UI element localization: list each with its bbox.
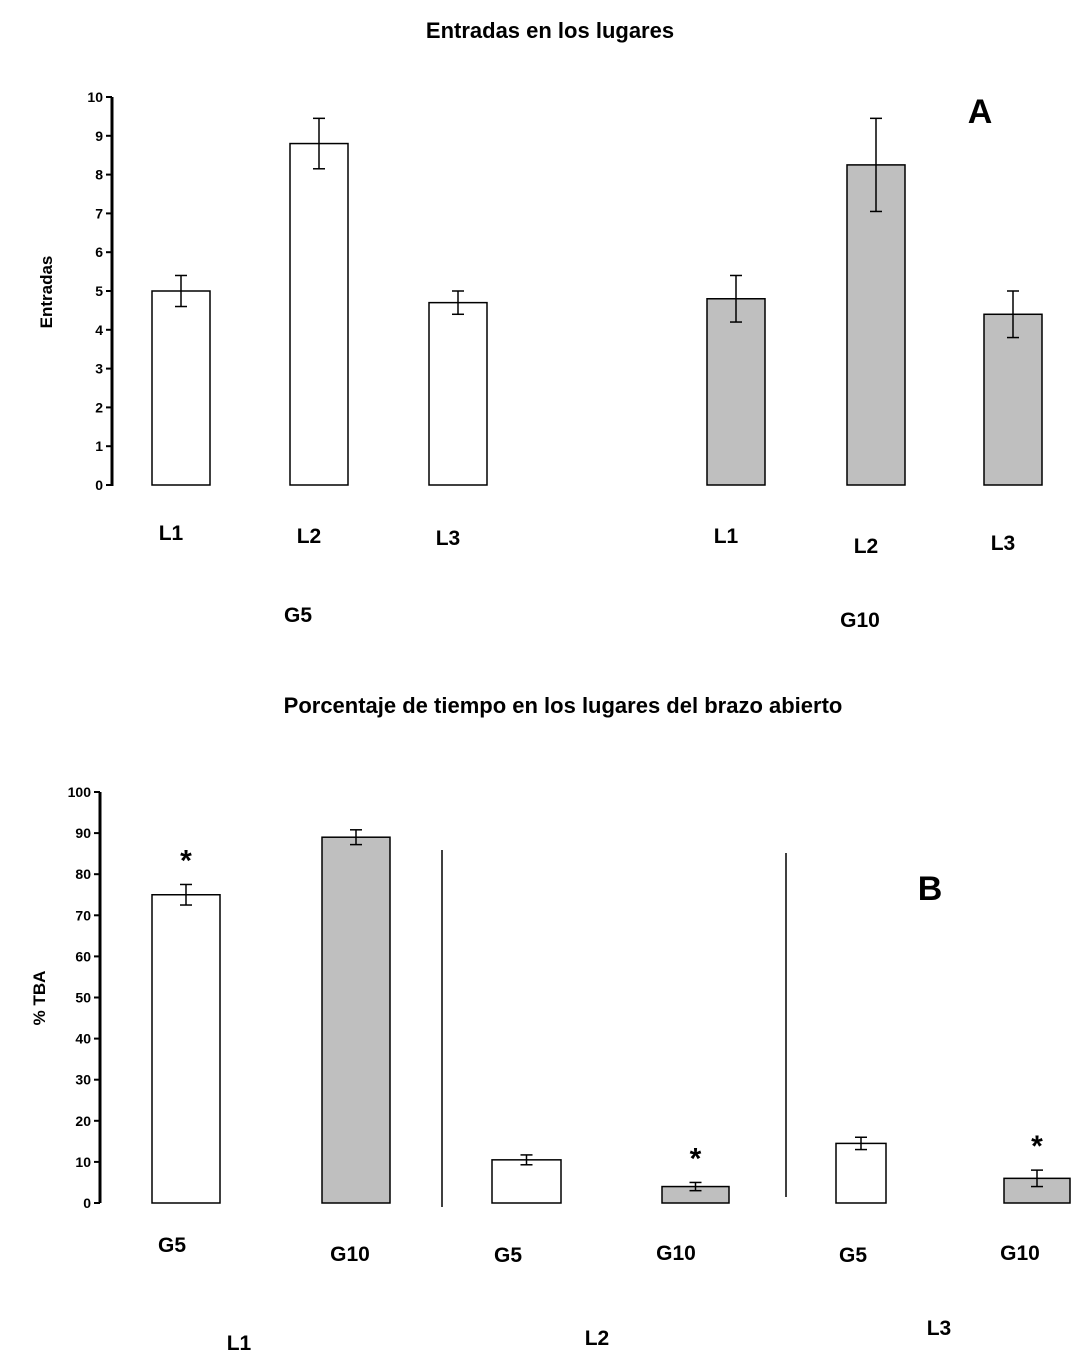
chart-a-tick-label: 8	[95, 167, 103, 183]
chart-b-tick-label: 60	[75, 948, 91, 964]
chart-b-group-label: L1	[227, 1332, 252, 1355]
chart-a-error-bar	[1007, 290, 1019, 339]
chart-b-error-bar	[689, 1181, 702, 1192]
chart-a-bar-G10-L2	[846, 164, 906, 486]
chart-b: Porcentaje de tiempo en los lugares del …	[30, 693, 1071, 1355]
chart-b-significance-marker: *	[180, 844, 192, 877]
chart-a-category-label: L3	[436, 527, 461, 550]
chart-b-tick-label: 10	[75, 1154, 91, 1170]
chart-a-tick-label: 6	[95, 244, 103, 260]
chart-a-bar-G10-L1	[706, 298, 766, 486]
chart-a-bars	[151, 117, 1043, 486]
chart-b-bar-L2-G5	[491, 1159, 562, 1204]
chart-a-group-label: G5	[284, 604, 312, 627]
chart-a-error-bar	[870, 117, 882, 213]
chart-a-bar-G5-L3	[428, 301, 488, 486]
chart-a-group-label: G10	[840, 609, 880, 632]
chart-b-category-label: G10	[656, 1242, 696, 1265]
chart-b-bar-L3-G5	[835, 1142, 887, 1204]
chart-a-bar-G5-L2	[289, 142, 349, 486]
chart-b-tick-label: 40	[75, 1031, 91, 1047]
chart-a-category-label: L1	[159, 522, 184, 545]
chart-a-tick-label: 3	[95, 361, 103, 377]
chart-a-tick-label: 9	[95, 128, 103, 144]
chart-b-y-ticks: 0 10 20 30 40 50 60 70 80 90 100	[68, 784, 100, 1211]
chart-a-category-label: L2	[297, 525, 322, 548]
chart-a-tick-label: 4	[95, 322, 103, 338]
chart-a-title: Entradas en los lugares	[426, 18, 674, 43]
chart-a-tick-label: 5	[95, 283, 103, 299]
chart-b-group-label: L2	[585, 1327, 610, 1350]
chart-b-bar-L1-G10	[321, 836, 391, 1204]
chart-a-error-bar	[175, 274, 187, 308]
chart-a-tick-label: 10	[87, 89, 103, 105]
chart-b-category-label: G5	[494, 1244, 522, 1267]
chart-b-group-label: L3	[927, 1317, 952, 1340]
chart-b-category-label: G5	[158, 1234, 186, 1257]
chart-b-title: Porcentaje de tiempo en los lugares del …	[284, 693, 843, 718]
chart-a-tick-label: 0	[95, 477, 103, 493]
chart-b-y-axis-label: % TBA	[30, 971, 49, 1026]
chart-a-category-label: L2	[854, 535, 879, 558]
chart-a-bar-G10-L3	[983, 313, 1043, 486]
chart-b-error-bar	[855, 1136, 867, 1151]
chart-b-tick-label: 70	[75, 907, 91, 923]
chart-b-category-label: G5	[839, 1244, 867, 1267]
chart-a-tick-label: 1	[95, 438, 103, 454]
chart-a-tick-label: 2	[95, 399, 103, 415]
chart-b-error-bar	[520, 1154, 533, 1166]
chart-b-tick-label: 0	[83, 1195, 91, 1211]
chart-b-bar-L1-G5	[151, 894, 221, 1204]
chart-b-category-labels: G5 G10 L1 G5 G10 L2 G5 G10 L3	[158, 1234, 1040, 1355]
chart-a-y-ticks: 0 1 2 3 4 5 6 7 8 9 10	[87, 89, 112, 493]
chart-a-category-label: L3	[991, 532, 1016, 555]
chart-b-error-bar	[1031, 1169, 1043, 1188]
chart-b-category-label: G10	[330, 1243, 370, 1266]
chart-b-error-bar	[350, 829, 362, 846]
chart-a-error-bar	[452, 290, 464, 316]
chart-b-category-label: G10	[1000, 1242, 1040, 1265]
chart-b-tick-label: 20	[75, 1113, 91, 1129]
chart-a-panel-label: A	[968, 93, 993, 131]
chart-a-error-bar	[313, 117, 325, 170]
chart-a-category-labels: L1 L2 L3 G5 L1 L2 L3 G10	[159, 522, 1016, 632]
chart-b-error-bar	[180, 883, 192, 906]
chart-b-tick-label: 50	[75, 990, 91, 1006]
chart-b-significance-marker: *	[690, 1142, 702, 1175]
chart-a-tick-label: 7	[95, 205, 103, 221]
chart-a-category-label: L1	[714, 525, 739, 548]
chart-b-tick-label: 100	[68, 784, 92, 800]
chart-a: Entradas en los lugares A Entradas 0 1 2 3 4…	[37, 18, 1043, 632]
chart-a-bar-G5-L1	[151, 290, 211, 486]
chart-b-panel-label: B	[918, 870, 943, 908]
chart-b-bars: * * *	[151, 829, 1071, 1204]
chart-b-tick-label: 30	[75, 1072, 91, 1088]
chart-b-tick-label: 80	[75, 866, 91, 882]
chart-a-error-bar	[730, 274, 742, 323]
chart-a-y-axis-label: Entradas	[37, 256, 56, 329]
chart-b-tick-label: 90	[75, 825, 91, 841]
chart-b-significance-marker: *	[1031, 1130, 1043, 1163]
